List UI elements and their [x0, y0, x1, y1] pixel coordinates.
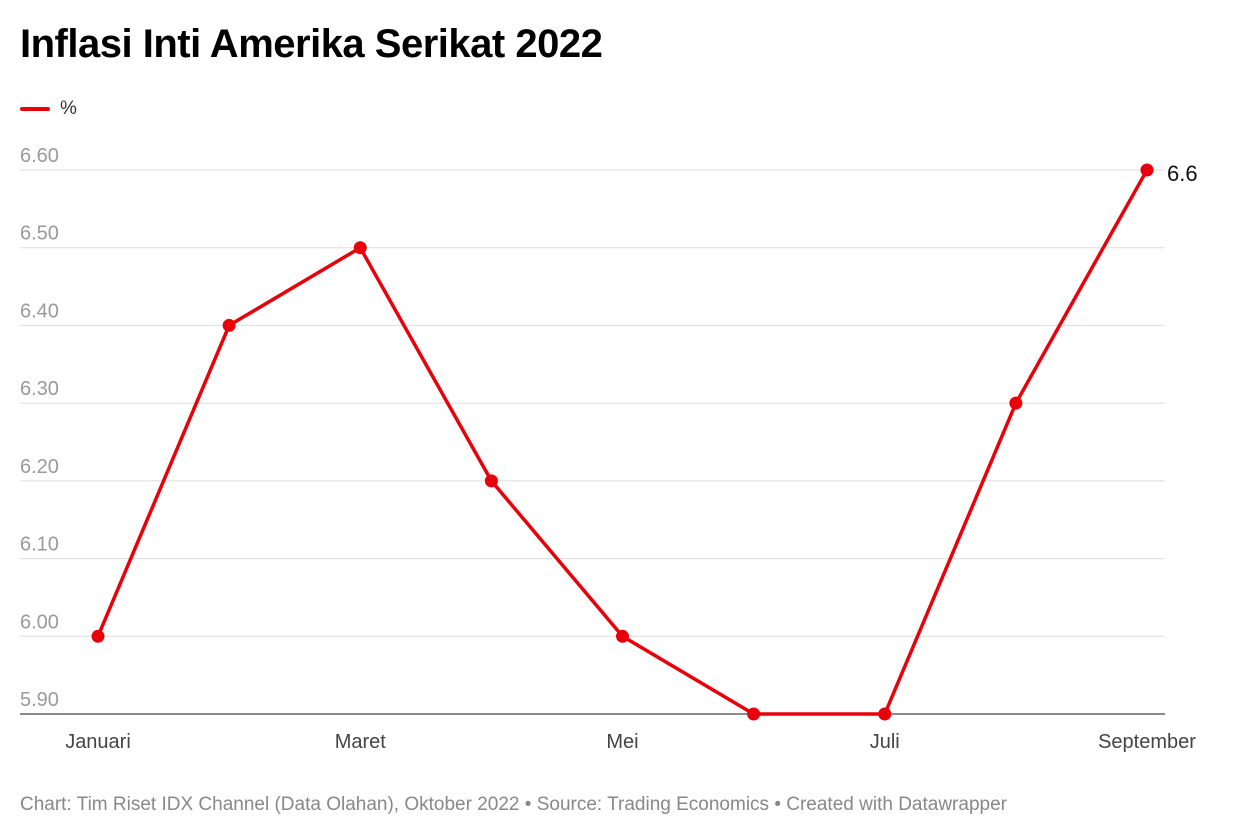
- y-tick-label: 6.30: [20, 378, 59, 400]
- x-tick-label: Maret: [335, 731, 387, 753]
- legend-label: %: [60, 98, 77, 119]
- x-tick-label: Mei: [606, 731, 638, 753]
- y-tick-label: 6.20: [20, 456, 59, 478]
- x-tick-label: September: [1098, 731, 1196, 753]
- y-tick-label: 6.40: [20, 300, 59, 322]
- data-point: [222, 318, 236, 332]
- data-point: [1140, 163, 1154, 177]
- data-point: [878, 707, 892, 721]
- x-tick-label: Juli: [870, 731, 900, 753]
- y-axis-tick-labels: 6.60 6.50 6.40 6.30 6.20 6.10 6.00 5.90: [20, 145, 59, 711]
- gridlines: [20, 169, 1165, 715]
- data-point: [353, 241, 367, 255]
- legend-swatch: [20, 107, 50, 111]
- x-axis-tick-labels: Januari Maret Mei Juli September: [65, 731, 1196, 753]
- y-tick-label: 6.60: [20, 145, 59, 167]
- y-tick-label: 6.50: [20, 223, 59, 245]
- data-point: [747, 707, 761, 721]
- chart-footer-credits: Chart: Tim Riset IDX Channel (Data Olaha…: [20, 794, 1007, 815]
- chart-title: Inflasi Inti Amerika Serikat 2022: [20, 22, 603, 66]
- data-point: [484, 474, 498, 488]
- y-tick-label: 6.00: [20, 611, 59, 633]
- y-tick-label: 5.90: [20, 689, 59, 711]
- x-tick-label: Januari: [65, 731, 131, 753]
- series-points: [91, 163, 1154, 721]
- data-labels: 6.6: [1167, 161, 1198, 186]
- data-point: [1009, 396, 1023, 410]
- data-point: [616, 629, 629, 643]
- data-label: 6.6: [1167, 161, 1198, 186]
- data-point: [91, 629, 105, 643]
- y-tick-label: 6.10: [20, 534, 59, 556]
- legend: %: [20, 98, 77, 120]
